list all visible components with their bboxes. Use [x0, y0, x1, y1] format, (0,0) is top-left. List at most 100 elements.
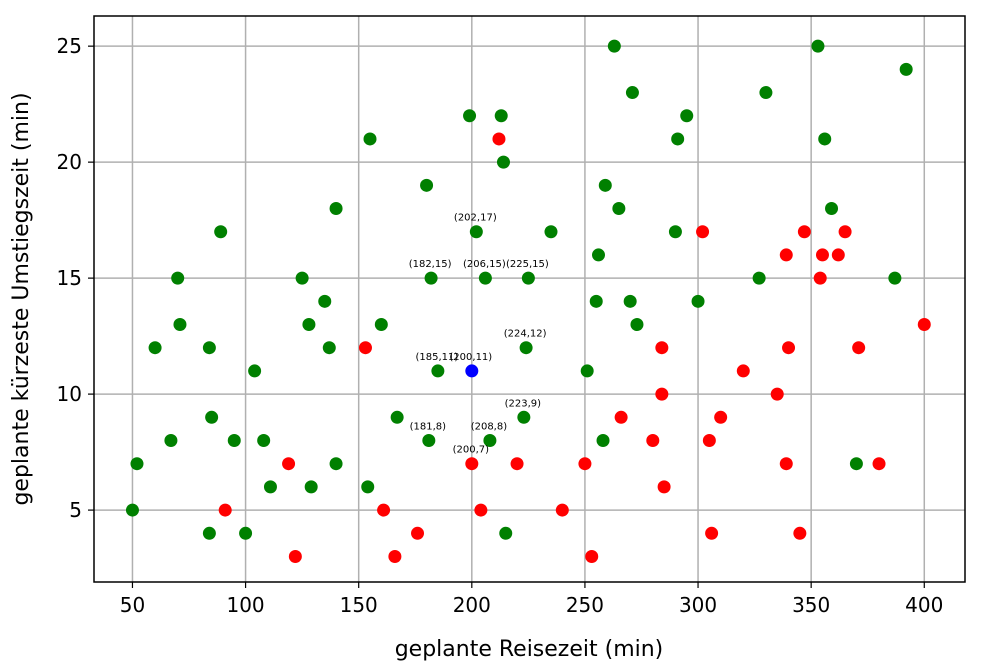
- green-point: [612, 202, 626, 216]
- red-point: [655, 341, 669, 355]
- x-tick-label: 250: [566, 593, 604, 617]
- point-annotation: (181,8): [410, 422, 447, 433]
- green-point: [888, 271, 902, 285]
- green-point: [630, 318, 644, 332]
- red-point: [793, 526, 807, 540]
- axes-frame: [93, 15, 966, 583]
- green-point: [318, 294, 332, 308]
- x-tick-label: 50: [120, 593, 145, 617]
- point-annotation: (225,15): [506, 259, 549, 270]
- green-point: [202, 526, 216, 540]
- x-axis-label: geplante Reisezeit (min): [395, 637, 664, 662]
- green-point: [691, 294, 705, 308]
- point-annotation: (185,11): [415, 352, 458, 363]
- green-point: [363, 132, 377, 146]
- green-point: [171, 271, 185, 285]
- red-point: [797, 225, 811, 239]
- red-point: [770, 387, 784, 401]
- green-point: [202, 341, 216, 355]
- green-point: [589, 294, 603, 308]
- green-point: [759, 86, 773, 100]
- point-annotation: (200,7): [453, 445, 490, 456]
- green-point: [899, 62, 913, 76]
- x-tick-label: 300: [679, 593, 717, 617]
- green-point: [374, 318, 388, 332]
- red-point: [377, 503, 391, 517]
- red-point: [474, 503, 488, 517]
- green-point: [680, 109, 694, 123]
- red-point: [705, 526, 719, 540]
- red-point: [358, 341, 372, 355]
- red-point: [585, 549, 599, 563]
- green-point: [329, 202, 343, 216]
- x-tick-label: 400: [905, 593, 943, 617]
- green-point: [205, 410, 219, 424]
- red-point: [917, 318, 931, 332]
- green-point: [214, 225, 228, 239]
- point-annotation: (206,15): [463, 259, 506, 270]
- green-point: [469, 225, 483, 239]
- green-point: [431, 364, 445, 378]
- green-point: [478, 271, 492, 285]
- x-tick-label: 100: [226, 593, 264, 617]
- point-annotation: (224,12): [504, 329, 547, 340]
- green-point: [521, 271, 535, 285]
- y-tick-label: 25: [57, 34, 82, 58]
- red-point: [657, 480, 671, 494]
- green-point: [295, 271, 309, 285]
- green-point: [544, 225, 558, 239]
- green-point: [257, 434, 271, 447]
- red-point: [614, 410, 628, 424]
- red-point: [646, 434, 660, 447]
- green-point: [623, 294, 637, 308]
- point-annotation: (208,8): [471, 422, 508, 433]
- green-point: [125, 503, 139, 517]
- green-point: [483, 434, 497, 447]
- green-point: [598, 178, 612, 192]
- green-point: [671, 132, 685, 146]
- green-point: [517, 410, 531, 424]
- point-annotation: (223,9): [505, 398, 542, 409]
- red-point: [388, 549, 402, 563]
- data-points: [125, 39, 931, 563]
- red-point: [465, 457, 479, 471]
- green-point: [825, 202, 839, 216]
- green-point: [322, 341, 336, 355]
- red-point: [852, 341, 866, 355]
- red-point: [492, 132, 506, 146]
- green-point: [390, 410, 404, 424]
- green-point: [607, 39, 621, 53]
- y-tick-label: 10: [57, 382, 82, 406]
- blue-point: [465, 364, 479, 378]
- green-point: [499, 526, 513, 540]
- green-point: [463, 109, 477, 123]
- ticks: 50 100 150 200 250 300 350 400 5 10 15 20 25: [57, 34, 944, 617]
- green-point: [592, 248, 606, 262]
- green-point: [752, 271, 766, 285]
- red-point: [779, 248, 793, 262]
- green-point: [164, 434, 178, 447]
- grid: [94, 16, 965, 582]
- green-point: [329, 457, 343, 471]
- green-point: [420, 178, 434, 192]
- annotations: (202,17) (182,15) (206,15) (225,15) (224,12)…: [409, 213, 549, 456]
- green-point: [248, 364, 262, 378]
- green-point: [580, 364, 594, 378]
- y-tick-label: 15: [57, 266, 82, 290]
- green-point: [818, 132, 832, 146]
- point-annotation: (202,17): [454, 213, 497, 224]
- x-tick-label: 150: [340, 593, 378, 617]
- red-point: [872, 457, 886, 471]
- point-annotation: (182,15): [409, 259, 452, 270]
- y-tick-label: 5: [69, 498, 82, 522]
- green-point: [130, 457, 144, 471]
- point-annotation: (200,11): [449, 352, 492, 363]
- red-point: [831, 248, 845, 262]
- red-point: [702, 434, 716, 447]
- green-point: [302, 318, 316, 332]
- red-point: [736, 364, 750, 378]
- x-tick-label: 350: [792, 593, 830, 617]
- green-point: [148, 341, 162, 355]
- red-point: [282, 457, 296, 471]
